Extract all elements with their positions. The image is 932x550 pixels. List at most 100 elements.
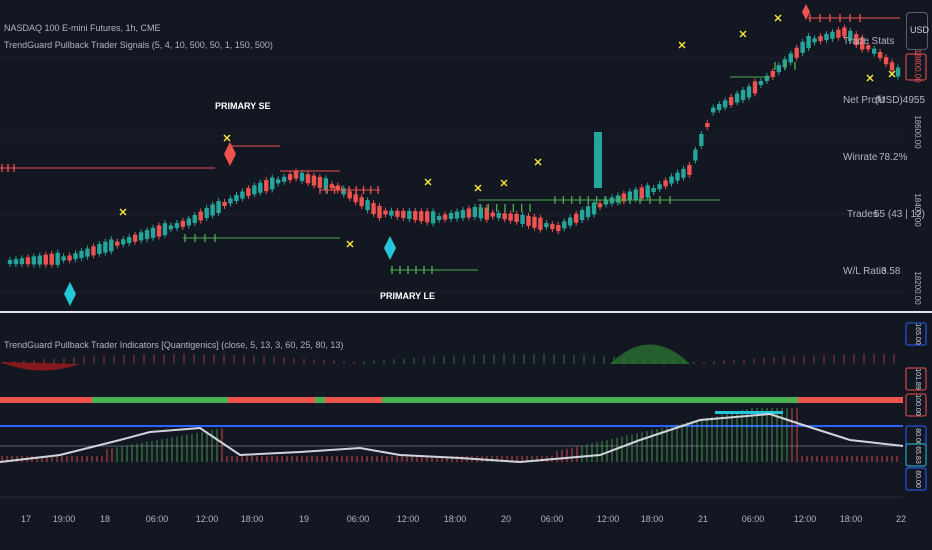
- signal-x-marker: [888, 70, 896, 78]
- candle: [556, 225, 561, 231]
- candle: [192, 215, 197, 223]
- candle: [794, 47, 799, 58]
- candle: [585, 206, 591, 218]
- candle: [162, 223, 168, 236]
- candle: [568, 217, 573, 226]
- candle: [544, 223, 549, 228]
- candle: [246, 188, 251, 196]
- candle: [508, 213, 513, 221]
- signal-x-marker: [223, 134, 231, 142]
- trend-band: [325, 397, 382, 403]
- candle: [311, 175, 317, 186]
- candle: [854, 34, 859, 46]
- candle: [317, 176, 323, 188]
- time-axis-label: 18:00: [241, 514, 264, 524]
- signal-x-marker: [866, 74, 874, 82]
- candle: [591, 202, 597, 215]
- candle: [85, 248, 90, 257]
- candle: [43, 254, 48, 265]
- candle: [651, 188, 656, 192]
- primary-le-diamond: [384, 236, 396, 260]
- candle: [61, 256, 66, 261]
- signal-x-marker: [774, 14, 782, 22]
- candle: [109, 239, 114, 252]
- time-axis-label: 20: [501, 514, 511, 524]
- candle: [198, 211, 203, 221]
- indicator-title[interactable]: TrendGuard Pullback Trader Signals (5, 4…: [4, 40, 273, 50]
- indicator-pane-title[interactable]: TrendGuard Pullback Trader Indicators [Q…: [4, 340, 344, 350]
- candle: [800, 41, 805, 53]
- candle: [281, 176, 287, 182]
- candle: [264, 180, 269, 192]
- candle: [329, 184, 335, 189]
- candle: [687, 165, 692, 175]
- candle: [520, 214, 525, 224]
- last-price-tag: 18800.00: [913, 49, 922, 83]
- stat-label-trades: Trades: [847, 209, 878, 220]
- candle: [466, 208, 472, 218]
- osc-zone-marker: [715, 411, 783, 414]
- currency-button[interactable]: USD: [906, 12, 929, 50]
- candle: [717, 104, 722, 110]
- candle: [824, 34, 829, 40]
- candle: [454, 211, 460, 219]
- candle: [7, 260, 13, 264]
- candle: [615, 195, 621, 203]
- candle: [341, 188, 346, 195]
- candle: [126, 237, 132, 243]
- candle: [758, 81, 764, 85]
- candle: [228, 198, 233, 204]
- trend-band: [382, 397, 798, 403]
- candle: [812, 38, 817, 43]
- candle: [484, 207, 489, 220]
- trade-stats-panel: Trade Stats Net Profit (USD)4955 Winrate…: [843, 36, 925, 296]
- candle: [579, 210, 585, 220]
- candle: [645, 185, 650, 198]
- candle: [889, 62, 895, 71]
- candle: [91, 246, 96, 256]
- candle: [234, 195, 239, 201]
- candle: [836, 29, 841, 38]
- candle: [550, 224, 555, 230]
- candle: [395, 210, 400, 217]
- candle: [371, 203, 376, 215]
- candle: [770, 71, 776, 77]
- candle: [287, 174, 293, 181]
- trend-band: [798, 397, 903, 403]
- symbol-title[interactable]: NASDAQ 100 E-mini Futures, 1h, CME: [4, 23, 161, 33]
- candle: [711, 107, 716, 113]
- candle: [472, 207, 478, 217]
- oscillator-line: [0, 412, 904, 464]
- candle: [121, 239, 126, 245]
- time-axis-label: 12:00: [196, 514, 219, 524]
- indicator-value-tag: [905, 443, 927, 467]
- signal-x-marker: [346, 240, 354, 248]
- candle: [240, 191, 245, 199]
- time-axis-label: 18: [100, 514, 110, 524]
- signal-x-marker: [474, 184, 482, 192]
- candle: [657, 184, 662, 190]
- signal-x-marker: [534, 158, 542, 166]
- indicator-value-tag: [905, 367, 927, 391]
- candle: [496, 212, 501, 218]
- candle: [13, 259, 19, 265]
- candle: [866, 45, 871, 50]
- candle: [401, 210, 406, 218]
- candle: [722, 100, 728, 108]
- candle: [883, 57, 889, 65]
- candle: [693, 149, 698, 161]
- candle: [216, 201, 221, 213]
- indicator-value-tag: [905, 393, 927, 417]
- candle: [532, 216, 537, 228]
- candle: [222, 202, 227, 206]
- candle: [573, 213, 579, 223]
- candle: [764, 76, 770, 81]
- primary-se-label: PRIMARY SE: [215, 101, 271, 111]
- candle: [788, 53, 793, 63]
- candle: [67, 255, 72, 261]
- candles: [7, 24, 901, 268]
- candle: [97, 244, 102, 254]
- trend-band: [315, 397, 325, 403]
